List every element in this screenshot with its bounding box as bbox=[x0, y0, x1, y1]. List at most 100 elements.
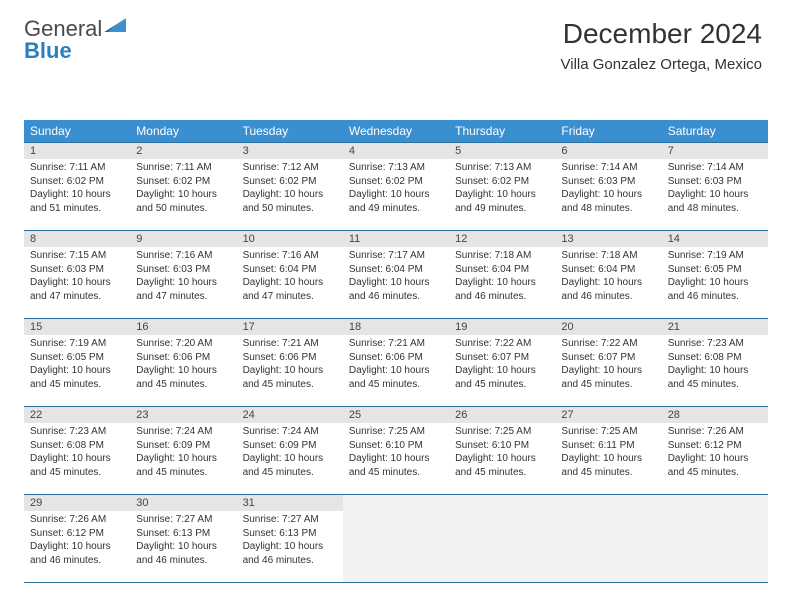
calendar-week-row: 29Sunrise: 7:26 AMSunset: 6:12 PMDayligh… bbox=[24, 495, 768, 583]
calendar-day-cell: 2Sunrise: 7:11 AMSunset: 6:02 PMDaylight… bbox=[130, 143, 236, 231]
day-number: 6 bbox=[555, 143, 661, 159]
sunset-line: Sunset: 6:11 PM bbox=[561, 439, 655, 453]
brand-text: General Blue bbox=[24, 18, 126, 62]
calendar-day-cell: 12Sunrise: 7:18 AMSunset: 6:04 PMDayligh… bbox=[449, 231, 555, 319]
location-label: Villa Gonzalez Ortega, Mexico bbox=[561, 56, 762, 73]
sunset-line: Sunset: 6:04 PM bbox=[243, 263, 337, 277]
sunset-line: Sunset: 6:06 PM bbox=[136, 351, 230, 365]
sunset-line: Sunset: 6:06 PM bbox=[243, 351, 337, 365]
day-body: Sunrise: 7:14 AMSunset: 6:03 PMDaylight:… bbox=[662, 159, 768, 219]
day-number: 31 bbox=[237, 495, 343, 511]
day-number: 14 bbox=[662, 231, 768, 247]
weekday-header: Friday bbox=[555, 120, 661, 143]
daylight-line: Daylight: 10 hours and 45 minutes. bbox=[136, 364, 230, 391]
day-body: Sunrise: 7:18 AMSunset: 6:04 PMDaylight:… bbox=[555, 247, 661, 307]
daylight-line: Daylight: 10 hours and 45 minutes. bbox=[349, 452, 443, 479]
daylight-line: Daylight: 10 hours and 47 minutes. bbox=[243, 276, 337, 303]
calendar-week-row: 22Sunrise: 7:23 AMSunset: 6:08 PMDayligh… bbox=[24, 407, 768, 495]
sunrise-line: Sunrise: 7:25 AM bbox=[561, 425, 655, 439]
sunrise-line: Sunrise: 7:14 AM bbox=[668, 161, 762, 175]
daylight-line: Daylight: 10 hours and 45 minutes. bbox=[243, 452, 337, 479]
day-body: Sunrise: 7:19 AMSunset: 6:05 PMDaylight:… bbox=[662, 247, 768, 307]
day-body: Sunrise: 7:16 AMSunset: 6:04 PMDaylight:… bbox=[237, 247, 343, 307]
sunrise-line: Sunrise: 7:27 AM bbox=[243, 513, 337, 527]
daylight-line: Daylight: 10 hours and 50 minutes. bbox=[136, 188, 230, 215]
day-number: 30 bbox=[130, 495, 236, 511]
sunrise-line: Sunrise: 7:23 AM bbox=[668, 337, 762, 351]
day-number: 26 bbox=[449, 407, 555, 423]
sunset-line: Sunset: 6:10 PM bbox=[349, 439, 443, 453]
sunset-line: Sunset: 6:09 PM bbox=[243, 439, 337, 453]
weekday-header: Thursday bbox=[449, 120, 555, 143]
day-number: 12 bbox=[449, 231, 555, 247]
day-body: Sunrise: 7:20 AMSunset: 6:06 PMDaylight:… bbox=[130, 335, 236, 395]
sunrise-line: Sunrise: 7:11 AM bbox=[136, 161, 230, 175]
day-body: Sunrise: 7:23 AMSunset: 6:08 PMDaylight:… bbox=[24, 423, 130, 483]
day-number: 8 bbox=[24, 231, 130, 247]
sunset-line: Sunset: 6:10 PM bbox=[455, 439, 549, 453]
daylight-line: Daylight: 10 hours and 49 minutes. bbox=[455, 188, 549, 215]
day-body: Sunrise: 7:13 AMSunset: 6:02 PMDaylight:… bbox=[449, 159, 555, 219]
day-number: 24 bbox=[237, 407, 343, 423]
daylight-line: Daylight: 10 hours and 46 minutes. bbox=[455, 276, 549, 303]
sunrise-line: Sunrise: 7:27 AM bbox=[136, 513, 230, 527]
day-number: 2 bbox=[130, 143, 236, 159]
daylight-line: Daylight: 10 hours and 46 minutes. bbox=[30, 540, 124, 567]
calendar-day-cell: 8Sunrise: 7:15 AMSunset: 6:03 PMDaylight… bbox=[24, 231, 130, 319]
daylight-line: Daylight: 10 hours and 46 minutes. bbox=[561, 276, 655, 303]
calendar-day-cell: 22Sunrise: 7:23 AMSunset: 6:08 PMDayligh… bbox=[24, 407, 130, 495]
weekday-header: Sunday bbox=[24, 120, 130, 143]
sunset-line: Sunset: 6:12 PM bbox=[668, 439, 762, 453]
day-body: Sunrise: 7:17 AMSunset: 6:04 PMDaylight:… bbox=[343, 247, 449, 307]
daylight-line: Daylight: 10 hours and 48 minutes. bbox=[668, 188, 762, 215]
calendar-day-cell: 9Sunrise: 7:16 AMSunset: 6:03 PMDaylight… bbox=[130, 231, 236, 319]
sunrise-line: Sunrise: 7:15 AM bbox=[30, 249, 124, 263]
sunrise-line: Sunrise: 7:22 AM bbox=[561, 337, 655, 351]
weekday-header: Monday bbox=[130, 120, 236, 143]
day-body: Sunrise: 7:18 AMSunset: 6:04 PMDaylight:… bbox=[449, 247, 555, 307]
day-body: Sunrise: 7:12 AMSunset: 6:02 PMDaylight:… bbox=[237, 159, 343, 219]
sunset-line: Sunset: 6:13 PM bbox=[136, 527, 230, 541]
sunrise-line: Sunrise: 7:19 AM bbox=[668, 249, 762, 263]
sunrise-line: Sunrise: 7:18 AM bbox=[455, 249, 549, 263]
daylight-line: Daylight: 10 hours and 45 minutes. bbox=[243, 364, 337, 391]
calendar-day-cell: 24Sunrise: 7:24 AMSunset: 6:09 PMDayligh… bbox=[237, 407, 343, 495]
weekday-header: Tuesday bbox=[237, 120, 343, 143]
day-body: Sunrise: 7:26 AMSunset: 6:12 PMDaylight:… bbox=[24, 511, 130, 571]
sunrise-line: Sunrise: 7:16 AM bbox=[243, 249, 337, 263]
daylight-line: Daylight: 10 hours and 45 minutes. bbox=[455, 452, 549, 479]
calendar-empty-cell bbox=[662, 495, 768, 583]
month-title: December 2024 bbox=[561, 18, 762, 50]
calendar-day-cell: 6Sunrise: 7:14 AMSunset: 6:03 PMDaylight… bbox=[555, 143, 661, 231]
daylight-line: Daylight: 10 hours and 49 minutes. bbox=[349, 188, 443, 215]
day-number: 5 bbox=[449, 143, 555, 159]
calendar-day-cell: 27Sunrise: 7:25 AMSunset: 6:11 PMDayligh… bbox=[555, 407, 661, 495]
calendar-day-cell: 15Sunrise: 7:19 AMSunset: 6:05 PMDayligh… bbox=[24, 319, 130, 407]
calendar-day-cell: 13Sunrise: 7:18 AMSunset: 6:04 PMDayligh… bbox=[555, 231, 661, 319]
day-number: 22 bbox=[24, 407, 130, 423]
day-number: 1 bbox=[24, 143, 130, 159]
sunset-line: Sunset: 6:03 PM bbox=[136, 263, 230, 277]
day-body: Sunrise: 7:19 AMSunset: 6:05 PMDaylight:… bbox=[24, 335, 130, 395]
day-body: Sunrise: 7:14 AMSunset: 6:03 PMDaylight:… bbox=[555, 159, 661, 219]
calendar-day-cell: 7Sunrise: 7:14 AMSunset: 6:03 PMDaylight… bbox=[662, 143, 768, 231]
sunset-line: Sunset: 6:04 PM bbox=[561, 263, 655, 277]
sunrise-line: Sunrise: 7:21 AM bbox=[349, 337, 443, 351]
day-number: 15 bbox=[24, 319, 130, 335]
calendar-day-cell: 1Sunrise: 7:11 AMSunset: 6:02 PMDaylight… bbox=[24, 143, 130, 231]
calendar-day-cell: 5Sunrise: 7:13 AMSunset: 6:02 PMDaylight… bbox=[449, 143, 555, 231]
brand-triangle-icon bbox=[104, 18, 126, 32]
sunset-line: Sunset: 6:09 PM bbox=[136, 439, 230, 453]
sunrise-line: Sunrise: 7:19 AM bbox=[30, 337, 124, 351]
calendar-day-cell: 26Sunrise: 7:25 AMSunset: 6:10 PMDayligh… bbox=[449, 407, 555, 495]
sunrise-line: Sunrise: 7:23 AM bbox=[30, 425, 124, 439]
day-body: Sunrise: 7:11 AMSunset: 6:02 PMDaylight:… bbox=[130, 159, 236, 219]
day-number: 17 bbox=[237, 319, 343, 335]
day-body: Sunrise: 7:11 AMSunset: 6:02 PMDaylight:… bbox=[24, 159, 130, 219]
day-body: Sunrise: 7:15 AMSunset: 6:03 PMDaylight:… bbox=[24, 247, 130, 307]
calendar-week-row: 1Sunrise: 7:11 AMSunset: 6:02 PMDaylight… bbox=[24, 143, 768, 231]
day-number: 27 bbox=[555, 407, 661, 423]
sunset-line: Sunset: 6:02 PM bbox=[243, 175, 337, 189]
calendar-day-cell: 3Sunrise: 7:12 AMSunset: 6:02 PMDaylight… bbox=[237, 143, 343, 231]
day-body: Sunrise: 7:23 AMSunset: 6:08 PMDaylight:… bbox=[662, 335, 768, 395]
